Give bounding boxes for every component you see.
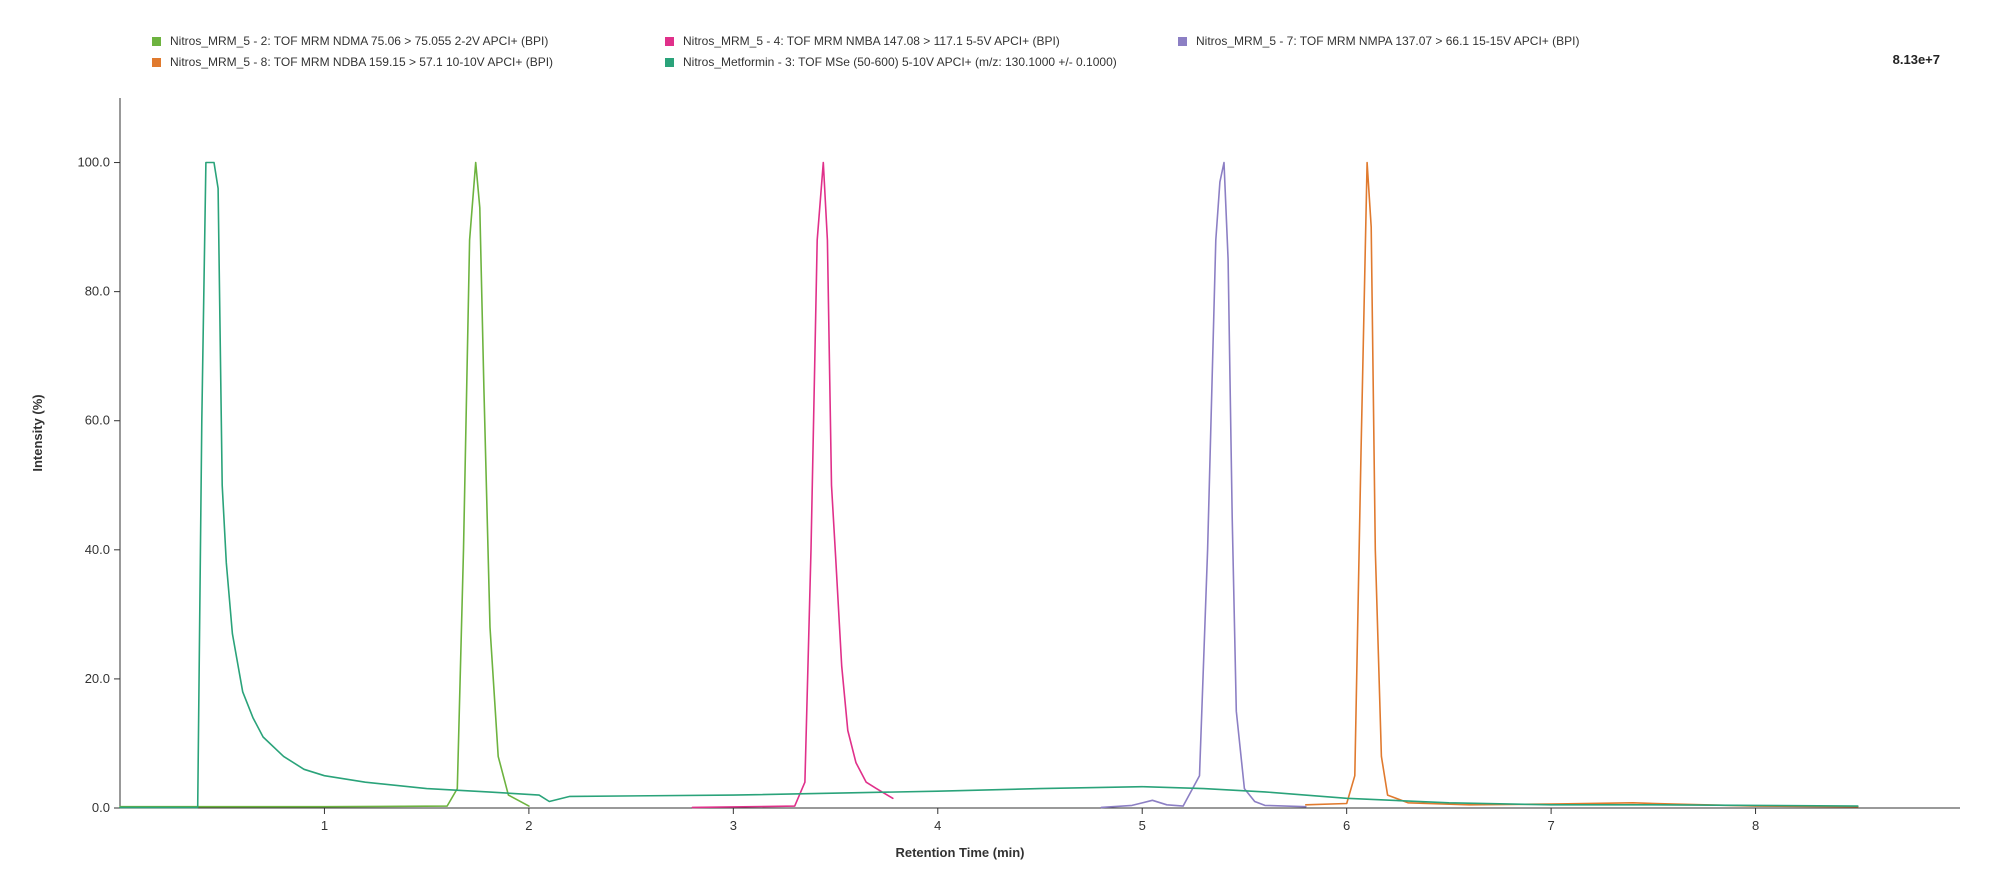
y-tick-label: 40.0 [85, 542, 110, 557]
legend-label: Nitros_MRM_5 - 4: TOF MRM NMBA 147.08 > … [683, 34, 1060, 48]
x-axis-title: Retention Time (min) [895, 845, 1024, 860]
legend-swatch [665, 57, 674, 67]
legend-item[interactable]: Nitros_MRM_5 - 4: TOF MRM NMBA 147.08 > … [665, 34, 1060, 48]
legend-swatch [1178, 36, 1187, 46]
y-tick-label: 0.0 [92, 800, 110, 815]
x-tick-label: 8 [1752, 818, 1759, 833]
x-tick-label: 4 [934, 818, 941, 833]
y-tick-label: 100.0 [77, 155, 110, 170]
legend-label: Nitros_Metformin - 3: TOF MSe (50-600) 5… [683, 55, 1117, 69]
legend: Nitros_MRM_5 - 2: TOF MRM NDMA 75.06 > 7… [0, 0, 2000, 80]
legend-item[interactable]: Nitros_MRM_5 - 2: TOF MRM NDMA 75.06 > 7… [152, 34, 548, 48]
legend-swatch [152, 36, 161, 46]
x-tick-label: 5 [1139, 818, 1146, 833]
series-line-3 [1100, 161, 1307, 809]
x-tick-label: 6 [1343, 818, 1350, 833]
legend-item[interactable]: Nitros_Metformin - 3: TOF MSe (50-600) 5… [665, 55, 1117, 69]
x-tick-label: 3 [730, 818, 737, 833]
x-tick-label: 1 [321, 818, 328, 833]
series-line-5 [119, 161, 1859, 809]
series-line-4 [1305, 161, 1859, 808]
legend-swatch [152, 57, 161, 67]
legend-item[interactable]: Nitros_MRM_5 - 7: TOF MRM NMPA 137.07 > … [1178, 34, 1579, 48]
series-line-2 [691, 161, 894, 809]
y-tick-label: 20.0 [85, 671, 110, 686]
y-tick-label: 60.0 [85, 413, 110, 428]
legend-label: Nitros_MRM_5 - 7: TOF MRM NMPA 137.07 > … [1196, 34, 1580, 48]
scale-label: 8.13e+7 [1892, 52, 1940, 67]
y-axis-title: Intensity (%) [30, 394, 45, 471]
y-tick-label: 80.0 [85, 284, 110, 299]
x-tick-label: 2 [525, 818, 532, 833]
legend-label: Nitros_MRM_5 - 2: TOF MRM NDMA 75.06 > 7… [170, 34, 549, 48]
series-line-1 [119, 161, 530, 808]
legend-label: Nitros_MRM_5 - 8: TOF MRM NDBA 159.15 > … [170, 55, 554, 69]
legend-item[interactable]: Nitros_MRM_5 - 8: TOF MRM NDBA 159.15 > … [152, 55, 553, 69]
x-tick-label: 7 [1547, 818, 1554, 833]
legend-swatch [665, 36, 674, 46]
